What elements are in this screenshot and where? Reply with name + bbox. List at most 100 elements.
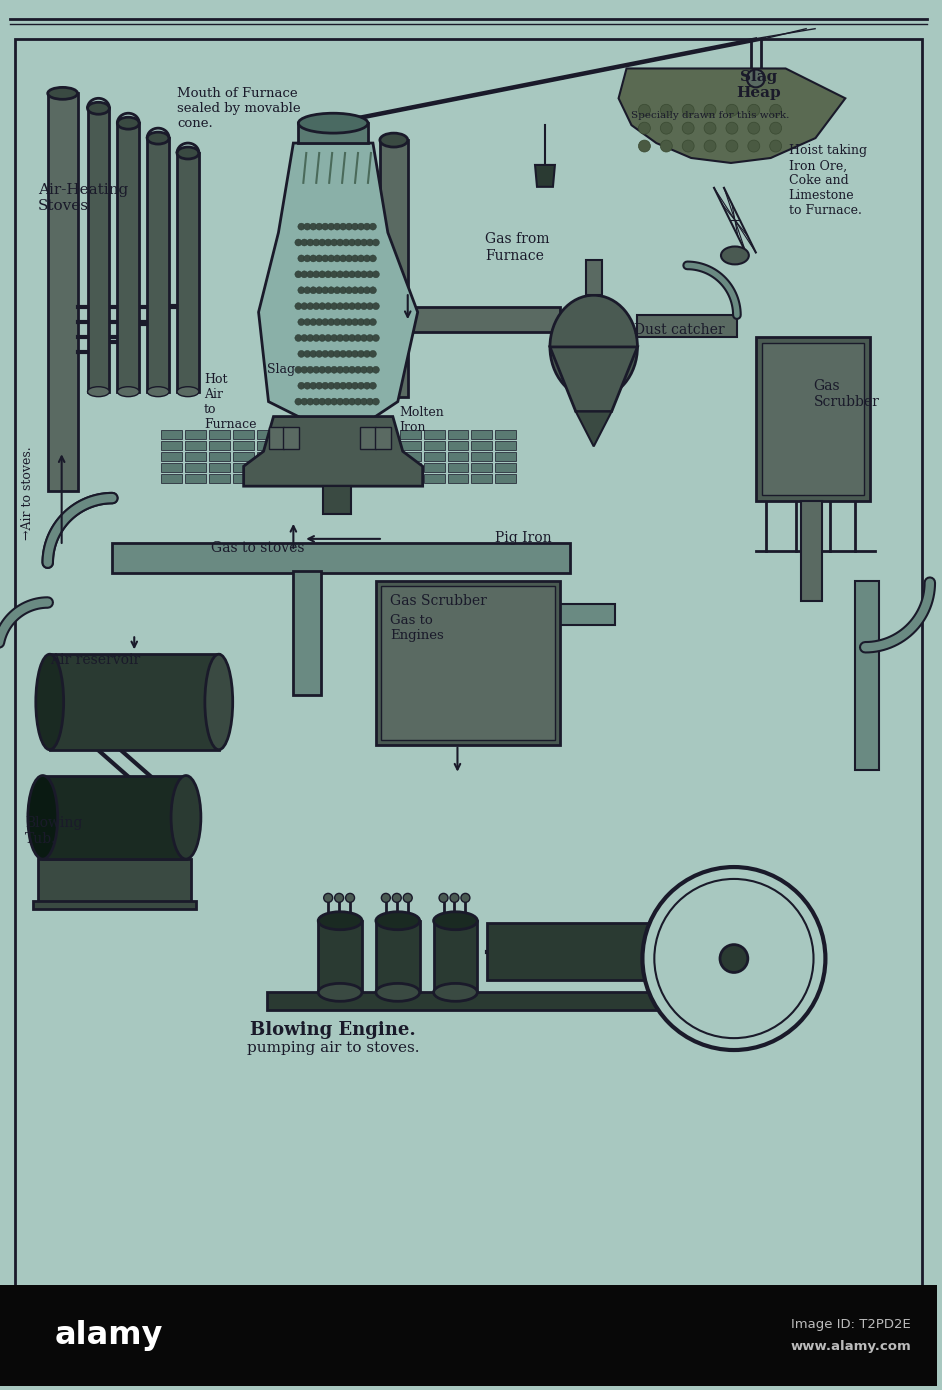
Circle shape: [333, 254, 341, 261]
Circle shape: [726, 104, 738, 117]
Circle shape: [343, 303, 349, 310]
Bar: [399, 442, 421, 450]
Circle shape: [310, 382, 317, 389]
Circle shape: [336, 335, 344, 342]
Bar: [471, 431, 493, 439]
Text: Blowing Engine.: Blowing Engine.: [251, 1022, 416, 1040]
Bar: [268, 428, 284, 449]
Circle shape: [639, 122, 650, 133]
Text: a: a: [241, 430, 256, 453]
Circle shape: [307, 271, 314, 278]
Ellipse shape: [36, 655, 64, 749]
Circle shape: [333, 286, 341, 293]
Circle shape: [354, 303, 362, 310]
Circle shape: [366, 335, 373, 342]
Circle shape: [682, 104, 694, 117]
Bar: [233, 431, 253, 439]
Bar: [535, 603, 614, 626]
Circle shape: [770, 122, 782, 133]
Circle shape: [340, 224, 347, 231]
Bar: [323, 486, 351, 514]
Circle shape: [748, 122, 760, 133]
Circle shape: [304, 224, 311, 231]
Bar: [185, 474, 206, 484]
Bar: [380, 140, 408, 396]
Bar: [161, 452, 182, 461]
Circle shape: [346, 382, 352, 389]
Circle shape: [298, 318, 305, 325]
Text: a: a: [669, 778, 684, 801]
Bar: [424, 431, 445, 439]
Ellipse shape: [177, 147, 199, 158]
Circle shape: [704, 122, 716, 133]
Text: a: a: [390, 877, 405, 901]
Circle shape: [403, 894, 413, 902]
Bar: [471, 474, 493, 484]
Circle shape: [346, 894, 354, 902]
Circle shape: [343, 398, 349, 404]
Circle shape: [340, 318, 347, 325]
Bar: [304, 463, 325, 473]
Bar: [376, 920, 420, 992]
Circle shape: [704, 140, 716, 152]
Bar: [855, 581, 879, 770]
Bar: [318, 920, 362, 992]
Bar: [256, 463, 278, 473]
Text: →Air to stoves.: →Air to stoves.: [22, 446, 34, 539]
Circle shape: [333, 318, 341, 325]
Text: a: a: [490, 181, 505, 204]
Circle shape: [366, 271, 373, 278]
Circle shape: [310, 286, 317, 293]
Circle shape: [340, 254, 347, 261]
Circle shape: [358, 318, 365, 325]
Ellipse shape: [380, 133, 408, 147]
Ellipse shape: [376, 912, 420, 930]
Circle shape: [318, 271, 326, 278]
Circle shape: [349, 398, 355, 404]
Circle shape: [354, 335, 362, 342]
Bar: [447, 463, 468, 473]
Circle shape: [361, 398, 367, 404]
Circle shape: [364, 286, 370, 293]
Circle shape: [346, 224, 352, 231]
Bar: [233, 474, 253, 484]
Circle shape: [331, 367, 337, 374]
Bar: [433, 920, 478, 992]
Circle shape: [351, 224, 359, 231]
Ellipse shape: [171, 776, 201, 859]
Ellipse shape: [88, 386, 109, 396]
Polygon shape: [550, 348, 638, 411]
Bar: [399, 452, 421, 461]
Circle shape: [304, 318, 311, 325]
Circle shape: [322, 286, 329, 293]
Bar: [38, 859, 191, 904]
Bar: [209, 442, 230, 450]
Bar: [376, 581, 560, 745]
Circle shape: [328, 318, 334, 325]
Circle shape: [361, 367, 367, 374]
Text: Gas to stoves: Gas to stoves: [211, 541, 304, 555]
Circle shape: [322, 254, 329, 261]
Circle shape: [333, 382, 341, 389]
Bar: [328, 452, 349, 461]
Circle shape: [300, 271, 308, 278]
Bar: [304, 474, 325, 484]
Circle shape: [328, 382, 334, 389]
Text: alamy: alamy: [55, 1320, 163, 1351]
Bar: [281, 474, 301, 484]
Circle shape: [358, 254, 365, 261]
Bar: [471, 442, 493, 450]
Text: Slag
Heap: Slag Heap: [737, 71, 781, 100]
Circle shape: [300, 303, 308, 310]
Circle shape: [331, 398, 337, 404]
Circle shape: [369, 318, 377, 325]
Polygon shape: [619, 68, 845, 163]
Text: a: a: [141, 977, 156, 999]
Text: Hoist taking
Iron Ore,
Coke and
Limestone
to Furnace.: Hoist taking Iron Ore, Coke and Limeston…: [788, 145, 867, 217]
Circle shape: [361, 271, 367, 278]
Circle shape: [660, 140, 673, 152]
Bar: [328, 442, 349, 450]
Bar: [256, 442, 278, 450]
Bar: [281, 452, 301, 461]
Bar: [487, 923, 676, 980]
